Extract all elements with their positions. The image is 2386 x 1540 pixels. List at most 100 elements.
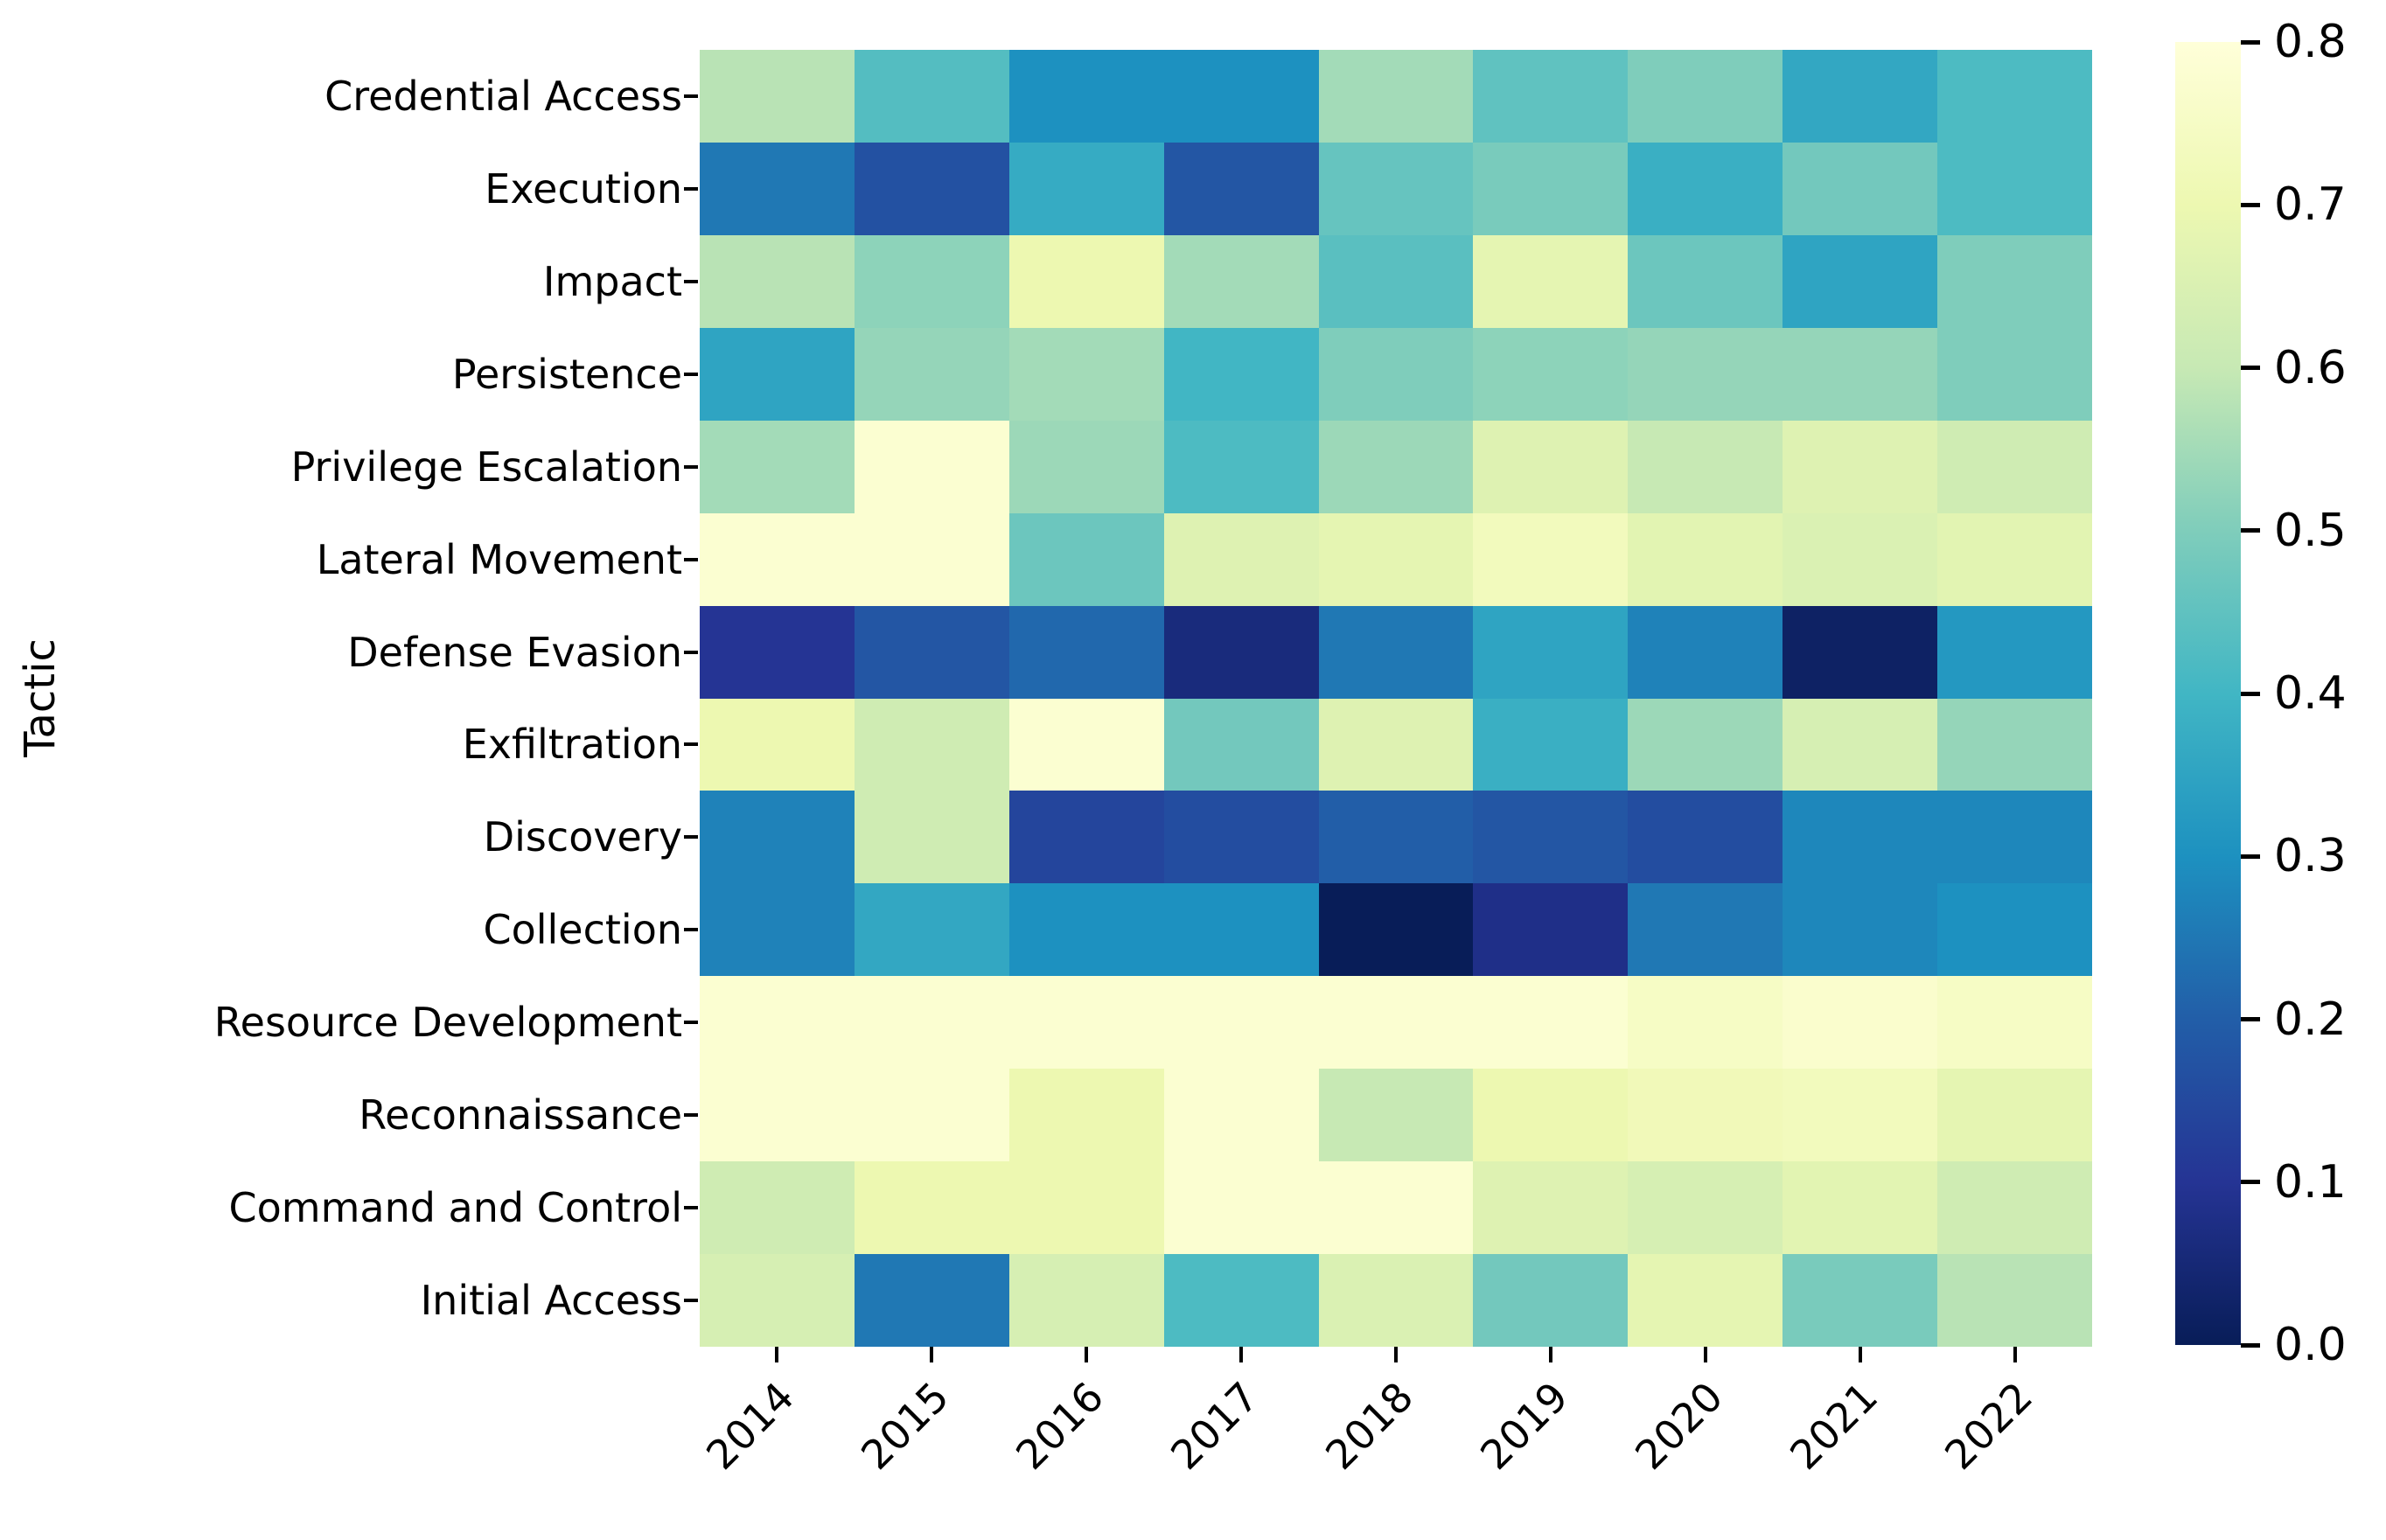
- heatmap-cell-reconnaissance-2014: [700, 1069, 855, 1162]
- heatmap-cell-persistence-2021: [1783, 327, 1938, 421]
- heatmap-cell-impact-2015: [854, 234, 1009, 328]
- colorbar-tick-label: 0.5: [2274, 504, 2347, 557]
- heatmap-cell-lateral-movement-2015: [854, 512, 1009, 606]
- heatmap-cell-defense-evasion-2022: [1937, 605, 2092, 699]
- heatmap-cell-defense-evasion-2017: [1163, 605, 1319, 699]
- colorbar-tick-mark: [2241, 691, 2260, 696]
- heatmap-cell-discovery-2016: [1008, 791, 1164, 884]
- heatmap-cell-exfiltration-2016: [1008, 698, 1164, 791]
- heatmap-cell-impact-2020: [1628, 234, 1783, 328]
- heatmap-cell-reconnaissance-2020: [1628, 1069, 1783, 1162]
- heatmap-cell-collection-2019: [1473, 883, 1629, 977]
- heatmap-cell-defense-evasion-2015: [854, 605, 1009, 699]
- heatmap-cell-execution-2022: [1937, 142, 2092, 235]
- heatmap-cell-command-and-control-2016: [1008, 1161, 1164, 1255]
- heatmap-cell-credential-access-2017: [1163, 50, 1319, 143]
- y-tick-label: Execution: [485, 164, 682, 213]
- x-tick-label: 2015: [852, 1372, 959, 1479]
- heatmap-cell-initial-access-2016: [1008, 1254, 1164, 1347]
- heatmap-cell-privilege-escalation-2014: [700, 420, 855, 513]
- x-tick-label: 2017: [1162, 1372, 1268, 1479]
- y-tick-label: Impact: [542, 257, 682, 305]
- x-tick-mark: [1703, 1347, 1707, 1362]
- y-tick-label: Privilege Escalation: [290, 442, 682, 491]
- y-tick-mark: [684, 186, 698, 191]
- heatmap-cell-persistence-2019: [1473, 327, 1629, 421]
- heatmap-cell-lateral-movement-2019: [1473, 512, 1629, 606]
- heatmap-cell-command-and-control-2014: [700, 1161, 855, 1255]
- colorbar-tick-label: 0.1: [2274, 1155, 2347, 1209]
- heatmap-cell-execution-2021: [1783, 142, 1938, 235]
- heatmap-cell-persistence-2014: [700, 327, 855, 421]
- heatmap-cell-privilege-escalation-2015: [854, 420, 1009, 513]
- y-tick-label: Credential Access: [324, 72, 682, 120]
- y-tick-label: Exfiltration: [462, 721, 682, 769]
- heatmap-cell-credential-access-2018: [1318, 50, 1474, 143]
- heatmap-cell-exfiltration-2020: [1628, 698, 1783, 791]
- heatmap-cell-command-and-control-2021: [1783, 1161, 1938, 1255]
- heatmap-cell-discovery-2014: [700, 791, 855, 884]
- heatmap-cell-collection-2017: [1163, 883, 1319, 977]
- heatmap-cell-resource-development-2018: [1318, 976, 1474, 1070]
- y-tick-label: Defense Evasion: [347, 628, 682, 676]
- heatmap-cell-lateral-movement-2020: [1628, 512, 1783, 606]
- colorbar-tick-mark: [2241, 1017, 2260, 1021]
- x-tick-label: 2020: [1625, 1372, 1732, 1479]
- y-tick-mark: [684, 1206, 698, 1210]
- heatmap-cell-privilege-escalation-2021: [1783, 420, 1938, 513]
- heatmap-cell-lateral-movement-2021: [1783, 512, 1938, 606]
- colorbar-tick-label: 0.2: [2274, 993, 2347, 1046]
- heatmap-cell-discovery-2021: [1783, 791, 1938, 884]
- colorbar-tick-label: 0.7: [2274, 178, 2347, 232]
- colorbar-tick-label: 0.6: [2274, 341, 2347, 394]
- heatmap-grid: [700, 50, 2092, 1347]
- colorbar-tick-mark: [2241, 1180, 2260, 1185]
- heatmap-cell-privilege-escalation-2019: [1473, 420, 1629, 513]
- y-tick-mark: [684, 464, 698, 469]
- heatmap-cell-reconnaissance-2019: [1473, 1069, 1629, 1162]
- heatmap-cell-impact-2014: [700, 234, 855, 328]
- x-tick-mark: [1239, 1347, 1244, 1362]
- heatmap-cell-initial-access-2017: [1163, 1254, 1319, 1347]
- heatmap-cell-execution-2015: [854, 142, 1009, 235]
- heatmap-cell-lateral-movement-2022: [1937, 512, 2092, 606]
- heatmap-cell-impact-2016: [1008, 234, 1164, 328]
- heatmap-cell-resource-development-2019: [1473, 976, 1629, 1070]
- heatmap-cell-credential-access-2014: [700, 50, 855, 143]
- heatmap-cell-exfiltration-2021: [1783, 698, 1938, 791]
- y-tick-mark: [684, 1021, 698, 1025]
- heatmap-cell-resource-development-2021: [1783, 976, 1938, 1070]
- x-tick-mark: [1858, 1347, 1862, 1362]
- heatmap-cell-reconnaissance-2017: [1163, 1069, 1319, 1162]
- x-tick-mark: [930, 1347, 934, 1362]
- heatmap-cell-privilege-escalation-2018: [1318, 420, 1474, 513]
- heatmap-cell-persistence-2020: [1628, 327, 1783, 421]
- heatmap-cell-resource-development-2017: [1163, 976, 1319, 1070]
- heatmap-cell-privilege-escalation-2016: [1008, 420, 1164, 513]
- heatmap-cell-lateral-movement-2017: [1163, 512, 1319, 606]
- y-tick-mark: [684, 835, 698, 840]
- heatmap-cell-discovery-2022: [1937, 791, 2092, 884]
- y-tick-mark: [684, 1113, 698, 1118]
- heatmap-cell-initial-access-2020: [1628, 1254, 1783, 1347]
- heatmap-cell-resource-development-2015: [854, 976, 1009, 1070]
- colorbar-tick-mark: [2241, 366, 2260, 370]
- heatmap-cell-privilege-escalation-2020: [1628, 420, 1783, 513]
- heatmap-cell-execution-2018: [1318, 142, 1474, 235]
- heatmap-cell-persistence-2022: [1937, 327, 2092, 421]
- heatmap-cell-lateral-movement-2014: [700, 512, 855, 606]
- y-tick-mark: [684, 1299, 698, 1303]
- heatmap-cell-collection-2015: [854, 883, 1009, 977]
- heatmap-cell-discovery-2017: [1163, 791, 1319, 884]
- heatmap-cell-resource-development-2016: [1008, 976, 1164, 1070]
- heatmap-cell-execution-2020: [1628, 142, 1783, 235]
- x-tick-label: 2022: [1935, 1372, 2041, 1479]
- y-tick-mark: [684, 94, 698, 98]
- heatmap-cell-credential-access-2015: [854, 50, 1009, 143]
- y-tick-label: Collection: [483, 906, 682, 954]
- heatmap-cell-discovery-2018: [1318, 791, 1474, 884]
- heatmap-cell-command-and-control-2022: [1937, 1161, 2092, 1255]
- colorbar-tick-mark: [2241, 1342, 2260, 1348]
- colorbar-tick-mark: [2241, 528, 2260, 533]
